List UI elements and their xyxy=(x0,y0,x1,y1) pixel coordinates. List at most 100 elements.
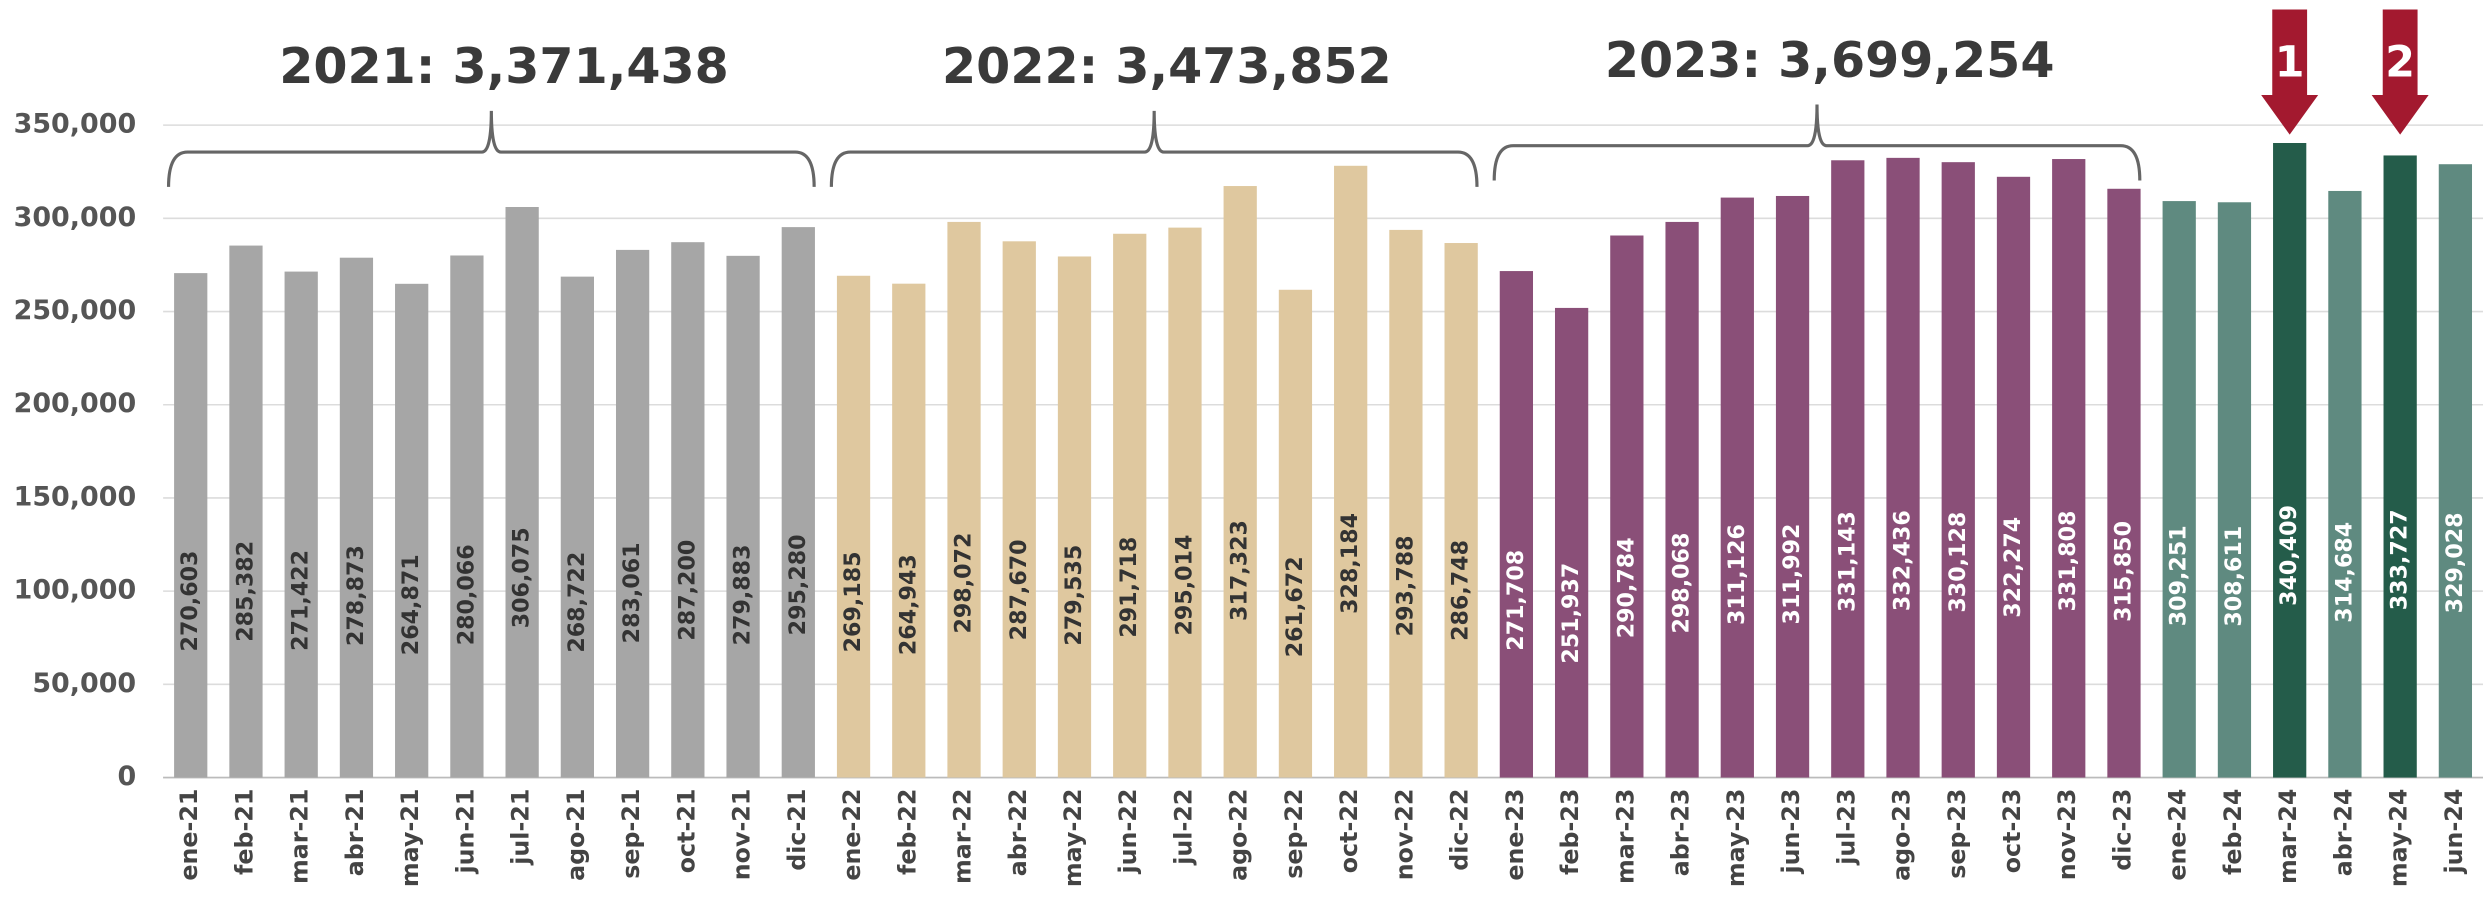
bar xyxy=(229,245,263,778)
bar xyxy=(2217,202,2252,778)
value-label: 279,883 xyxy=(730,544,756,645)
x-tick-label: dic-23 xyxy=(2108,789,2136,871)
value-label: 322,274 xyxy=(2000,517,2026,618)
value-label: 283,061 xyxy=(619,542,645,643)
x-tick-label: may-21 xyxy=(396,789,424,887)
value-label: 295,280 xyxy=(785,534,811,635)
annotation: 2023: 3,699,254 xyxy=(1605,31,2055,89)
bar xyxy=(1444,243,1478,778)
bar xyxy=(726,255,760,778)
bar xyxy=(1720,197,1754,778)
value-label: 271,422 xyxy=(288,550,314,651)
x-tick-label: mar-22 xyxy=(949,789,977,884)
x-tick-label: oct-22 xyxy=(1335,789,1363,874)
y-tick-label: 0 xyxy=(117,761,136,792)
value-label: 311,126 xyxy=(1724,524,1750,625)
marker-label: 1 xyxy=(2275,37,2305,87)
bar xyxy=(1334,165,1368,778)
value-label: 340,409 xyxy=(2276,505,2302,606)
bar xyxy=(1941,162,1975,778)
value-label: 269,185 xyxy=(840,551,866,652)
y-tick-label: 100,000 xyxy=(14,575,137,606)
x-tick-label: jul-23 xyxy=(1832,789,1860,866)
value-label: 306,075 xyxy=(509,527,535,628)
value-label: 268,722 xyxy=(564,552,590,653)
value-label: 317,323 xyxy=(1227,520,1253,621)
x-tick-label: mar-21 xyxy=(286,789,314,884)
value-label: 271,708 xyxy=(1503,550,1529,651)
value-label: 298,068 xyxy=(1669,533,1695,634)
x-tick-label: ene-22 xyxy=(838,789,866,881)
value-label: 270,603 xyxy=(177,551,203,652)
value-label: 264,871 xyxy=(398,554,424,655)
marker-label: 2 xyxy=(2385,37,2415,87)
bar xyxy=(1113,233,1147,778)
value-label: 333,727 xyxy=(2387,509,2413,610)
bar xyxy=(1610,235,1644,778)
value-label: 330,128 xyxy=(1945,512,1971,613)
y-tick-label: 150,000 xyxy=(14,481,137,512)
bar xyxy=(560,276,594,778)
x-tick-label: abr-21 xyxy=(341,789,369,877)
value-label: 279,535 xyxy=(1061,545,1087,646)
bracket xyxy=(1492,104,2142,181)
annotation: 2022: 3,473,852 xyxy=(942,37,1392,95)
bar xyxy=(2328,190,2362,778)
value-label: 290,784 xyxy=(1613,537,1639,638)
value-label: 332,436 xyxy=(1890,510,1916,611)
x-tick-label: sep-21 xyxy=(617,789,645,879)
value-label: 287,670 xyxy=(1006,539,1032,640)
value-label: 331,143 xyxy=(1834,511,1860,612)
bar xyxy=(2162,201,2196,778)
x-tick-label: dic-21 xyxy=(783,789,811,871)
value-label: 261,672 xyxy=(1282,556,1308,657)
bar xyxy=(2438,164,2473,778)
bar xyxy=(395,283,429,778)
x-tick-label: jun-21 xyxy=(451,789,479,875)
y-tick-label: 300,000 xyxy=(14,202,137,233)
x-tick-label: nov-22 xyxy=(1390,789,1418,881)
value-label: 295,014 xyxy=(1171,535,1197,636)
bar xyxy=(2052,159,2086,778)
arrow xyxy=(2261,9,2319,135)
x-tick-label: ene-21 xyxy=(175,789,203,881)
bar xyxy=(284,271,318,778)
x-tick-label: feb-23 xyxy=(1556,789,1584,875)
y-tick-label: 50,000 xyxy=(32,668,136,699)
value-label: 309,251 xyxy=(2166,525,2192,626)
bar xyxy=(1002,241,1036,778)
x-tick-label: sep-23 xyxy=(1943,789,1971,879)
bar xyxy=(1223,186,1257,778)
value-label: 251,937 xyxy=(1558,563,1584,664)
bracket xyxy=(829,110,1479,187)
bar xyxy=(450,255,484,778)
bar xyxy=(615,249,650,778)
value-label: 311,992 xyxy=(1779,524,1805,625)
bar xyxy=(1168,227,1202,778)
x-tick-label: jun-22 xyxy=(1114,789,1142,875)
x-tick-label: oct-21 xyxy=(672,789,700,874)
x-tick-label: sep-22 xyxy=(1280,789,1308,879)
x-tick-label: ene-24 xyxy=(2164,789,2192,881)
bar xyxy=(1278,289,1313,778)
x-tick-label: abr-22 xyxy=(1004,789,1032,877)
x-tick-label: mar-24 xyxy=(2274,789,2302,884)
value-label: 308,611 xyxy=(2221,526,2247,627)
bar xyxy=(892,283,926,778)
x-tick-label: nov-23 xyxy=(2053,789,2081,881)
x-tick-label: feb-21 xyxy=(230,789,258,875)
arrow xyxy=(2371,9,2429,135)
x-tick-label: ago-23 xyxy=(1888,789,1916,881)
value-label: 298,072 xyxy=(951,533,977,634)
x-tick-label: feb-22 xyxy=(893,789,921,875)
value-label: 287,200 xyxy=(674,540,700,641)
x-tick-label: jun-24 xyxy=(2440,789,2468,875)
x-tick-label: oct-23 xyxy=(1998,789,2026,874)
value-label: 278,873 xyxy=(343,545,369,646)
value-label: 328,184 xyxy=(1337,513,1363,614)
value-label: 286,748 xyxy=(1448,540,1474,641)
y-tick-label: 200,000 xyxy=(14,388,137,419)
bar xyxy=(1389,229,1423,778)
bar xyxy=(836,275,871,778)
